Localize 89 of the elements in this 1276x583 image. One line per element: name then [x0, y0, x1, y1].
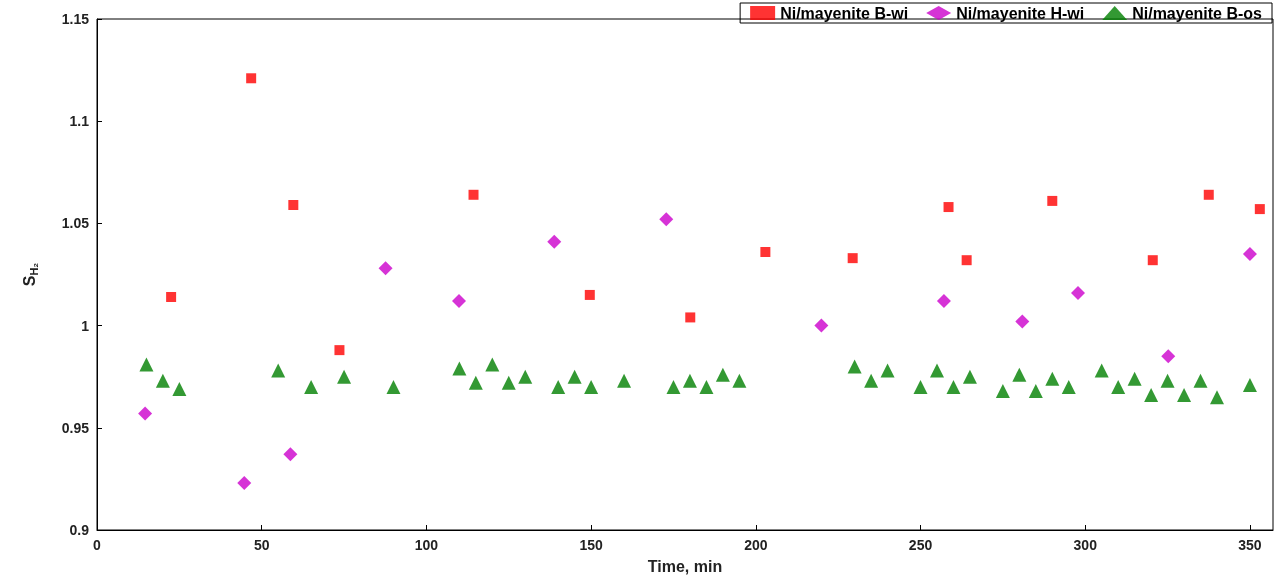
point	[814, 318, 829, 333]
x-tick-label: 50	[253, 537, 270, 553]
point	[166, 291, 177, 302]
point	[1028, 384, 1043, 399]
point	[659, 212, 674, 227]
point	[584, 289, 595, 300]
point	[485, 357, 500, 372]
y-tick-label: 1.1	[69, 113, 90, 130]
point	[1094, 363, 1109, 378]
point	[304, 379, 319, 394]
point	[1160, 373, 1175, 388]
point	[1015, 314, 1030, 329]
point	[547, 234, 562, 249]
point	[847, 359, 862, 374]
point	[1047, 195, 1058, 206]
point	[880, 363, 895, 378]
x-tick-label: 350	[1238, 537, 1262, 553]
x-tick-label: 150	[579, 537, 604, 553]
point	[172, 381, 187, 396]
point	[567, 369, 582, 384]
y-tick-label: 1.15	[61, 11, 90, 27]
point	[936, 294, 951, 309]
x-axis-title: Time, min	[647, 557, 723, 575]
point	[386, 379, 401, 394]
x-tick-label: 100	[414, 537, 439, 553]
point	[1012, 367, 1027, 382]
point	[334, 345, 345, 356]
point	[337, 369, 352, 384]
point	[1254, 204, 1265, 215]
y-tick-label: 1	[81, 317, 90, 334]
point	[847, 253, 858, 264]
point	[685, 312, 696, 323]
legend-label: Ni/mayenite H-wi	[956, 4, 1085, 22]
point	[1161, 349, 1176, 364]
x-tick-label: 250	[908, 537, 933, 553]
point	[1177, 388, 1192, 403]
point	[518, 369, 533, 384]
x-tick-label: 300	[1073, 537, 1098, 553]
point	[1144, 388, 1159, 403]
point	[378, 261, 393, 276]
point	[930, 363, 944, 378]
point	[913, 379, 928, 394]
point	[1242, 377, 1257, 392]
legend-label: Ni/mayenite B-os	[1132, 4, 1263, 22]
point	[1242, 247, 1257, 262]
point	[584, 379, 599, 394]
point	[468, 375, 483, 390]
point	[452, 294, 467, 309]
point	[961, 255, 972, 266]
point	[155, 373, 170, 388]
point	[288, 200, 299, 210]
point	[139, 357, 154, 372]
point	[1147, 255, 1158, 266]
point	[943, 202, 954, 213]
point	[666, 379, 681, 394]
point	[271, 363, 286, 378]
point	[1127, 371, 1142, 386]
point	[732, 373, 747, 388]
y-tick-label: 0.95	[61, 419, 90, 436]
point	[138, 406, 153, 421]
point	[501, 375, 516, 390]
legend-label: Ni/mayenite B-wi	[780, 4, 909, 22]
x-tick-label: 0	[93, 537, 102, 553]
point	[699, 379, 714, 394]
point	[1111, 379, 1126, 394]
point	[760, 247, 771, 258]
point	[617, 373, 632, 388]
point	[1061, 379, 1076, 394]
point	[682, 373, 697, 388]
y-tick-label: 1.05	[61, 215, 90, 232]
point	[946, 379, 961, 394]
point	[1193, 373, 1208, 388]
point	[995, 384, 1010, 399]
y-axis-title: SH₂	[21, 262, 40, 287]
point	[237, 475, 252, 490]
point	[864, 373, 879, 388]
point	[1210, 390, 1224, 405]
point	[1070, 285, 1085, 300]
y-tick-label: 0.9	[69, 522, 90, 538]
point	[283, 447, 298, 462]
x-tick-label: 200	[744, 537, 768, 553]
point	[1203, 189, 1214, 200]
point	[246, 73, 257, 84]
point	[468, 189, 479, 200]
point	[551, 379, 566, 394]
point	[715, 367, 730, 382]
point	[452, 361, 467, 376]
point	[962, 369, 977, 384]
point	[1045, 371, 1060, 386]
